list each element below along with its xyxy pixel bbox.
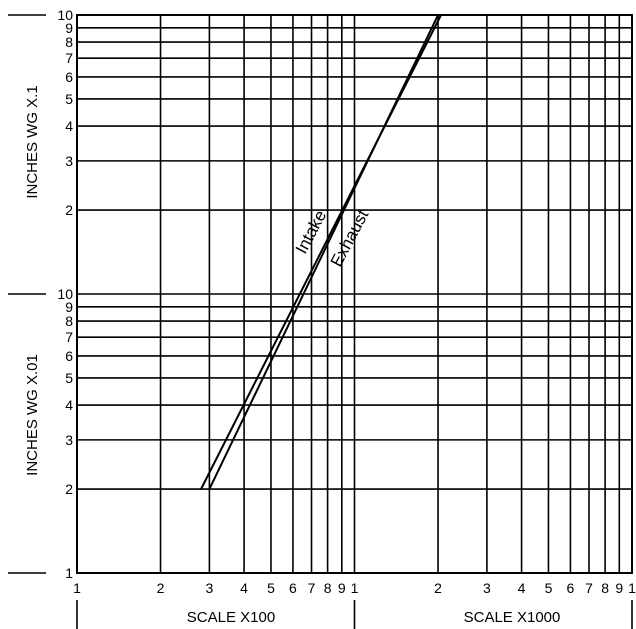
y-tick-label-upper: 2 (65, 202, 73, 218)
plot-border (76, 14, 633, 574)
x-tick-label: 5 (267, 580, 275, 596)
x-tick-label: 9 (615, 580, 623, 596)
y-tick-label-upper: 10 (57, 7, 73, 23)
x-tick-label: 8 (324, 580, 332, 596)
y-axis-title-lower: INCHES WG X.01 (24, 354, 41, 476)
x-tick-label: 2 (434, 580, 442, 596)
x-tick-label: 3 (483, 580, 491, 596)
x-tick-label: 4 (518, 580, 526, 596)
y-tick-label-lower: 5 (65, 370, 73, 386)
y-tick-label-upper: 4 (65, 118, 73, 134)
y-axis-title-upper: INCHES WG X.1 (24, 85, 41, 198)
x-tick-label: 2 (157, 580, 165, 596)
y-tick-label-upper: 6 (65, 69, 73, 85)
chart-frame (8, 14, 633, 629)
y-tick-label-upper: 8 (65, 34, 73, 50)
y-tick-label-lower: 7 (65, 329, 73, 345)
series-lines (200, 14, 442, 490)
x-axis-title-2: SCALE X1000 (464, 609, 561, 626)
x-tick-label: 4 (240, 580, 248, 596)
series-line-exhaust (208, 14, 439, 490)
x-tick-label: 3 (206, 580, 214, 596)
x-tick-label: 1 (628, 580, 636, 596)
x-tick-label: 8 (601, 580, 609, 596)
y-tick-label-lower: 4 (65, 397, 73, 413)
x-tick-label: 5 (545, 580, 553, 596)
y-tick-label-upper: 7 (65, 50, 73, 66)
x-tick-label: 6 (289, 580, 297, 596)
x-tick-label: 7 (585, 580, 593, 596)
y-tick-label-lower: 6 (65, 348, 73, 364)
x-axis-title-1: SCALE X100 (187, 609, 275, 626)
y-tick-label-lower: 10 (57, 286, 73, 302)
grid-lines (77, 15, 632, 573)
y-tick-label-upper: 5 (65, 91, 73, 107)
y-tick-label-upper: 3 (65, 153, 73, 169)
series-label-exhaust: Exhaust (327, 206, 373, 269)
series-line-intake (200, 14, 442, 490)
x-tick-label: 9 (338, 580, 346, 596)
y-tick-label-lower: 9 (65, 299, 73, 315)
y-tick-label-upper: 9 (65, 20, 73, 36)
x-tick-label: 1 (73, 580, 81, 596)
y-tick-label-lower: 2 (65, 481, 73, 497)
y-tick-label-lower: 8 (65, 313, 73, 329)
x-tick-label: 7 (308, 580, 316, 596)
x-tick-label: 1 (351, 580, 359, 596)
x-tick-label: 6 (567, 580, 575, 596)
y-tick-label-lower: 3 (65, 432, 73, 448)
y-tick-label-lower: 1 (65, 565, 73, 581)
